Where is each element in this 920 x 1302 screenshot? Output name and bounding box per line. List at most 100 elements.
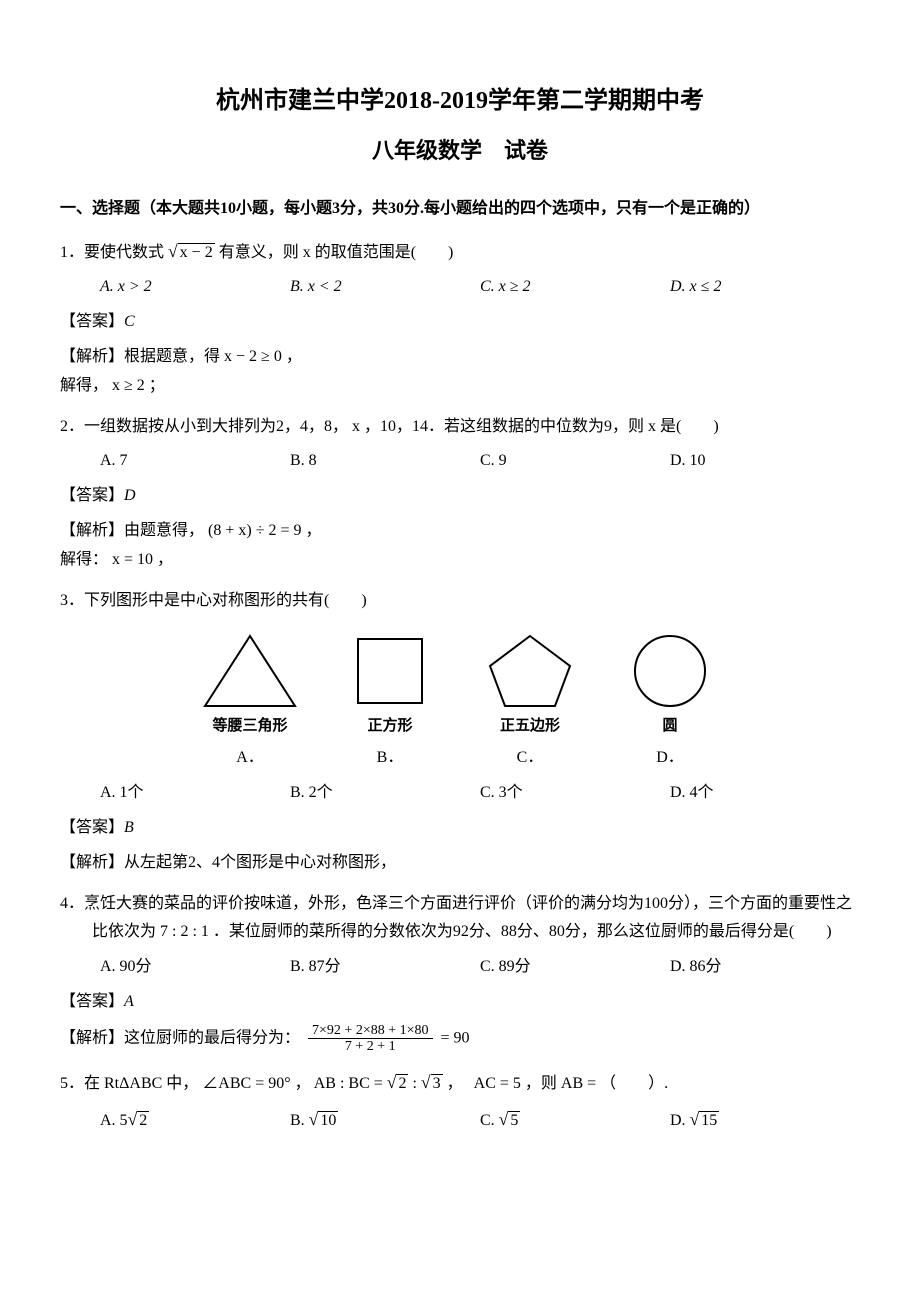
q3-analysis-text: 从左起第2、4个图形是中心对称图形， [124,854,396,871]
q1-analysis1: 根据题意，得 x − 2 ≥ 0 ， [124,348,302,365]
shape-label: 圆 [615,713,725,740]
shape-pentagon: 正五边形 [475,631,585,740]
sqrt-expr: √5 [499,1104,521,1136]
shape-circle: 圆 [615,631,725,740]
analysis-label: 【解析】 [60,522,124,539]
q5-a-pre: A. 5 [100,1112,128,1129]
q5-options: A. 5√2 B. √10 C. √5 D. √15 [100,1104,860,1136]
q4-opt-d: D. 86分 [670,953,860,982]
q5-b-pre: B. [290,1112,309,1129]
q2-options: A. 7 B. 8 C. 9 D. 10 [100,447,860,476]
question-2: 2．一组数据按从小到大排列为2，4，8， x ，10，14．若这组数据的中位数为… [60,413,860,442]
q5-opt-a: A. 5√2 [100,1104,290,1136]
shape-letter-c: C． [475,744,585,773]
shape-label: 正五边形 [475,713,585,740]
shape-label: 等腰三角形 [195,713,305,740]
frac-den: 7 + 2 + 1 [308,1039,432,1054]
shape-triangle: 等腰三角形 [195,631,305,740]
question-4: 4．烹饪大赛的菜品的评价按味道，外形，色泽三个方面进行评价（评价的满分均为100… [60,890,860,948]
q5-opt-d: D. √15 [670,1104,860,1136]
shape-square: 正方形 [335,631,445,740]
q2-opt-d: D. 10 [670,447,860,476]
shape-letter-d: D． [615,744,725,773]
q5-c-pre: C. [480,1112,499,1129]
sqrt-expr: √10 [309,1104,339,1136]
q2-opt-a: A. 7 [100,447,290,476]
q2-answer-val: D [124,487,136,504]
q2-opt-b: B. 8 [290,447,480,476]
pentagon-icon [485,631,575,711]
sqrt-expr: √3 [421,1067,443,1099]
sqrt-expr: √2 [128,1104,150,1136]
q5-rad2: 3 [431,1074,443,1092]
question-1: 1．要使代数式 √x − 2 有意义，则 x 的取值范围是( ) [60,236,860,268]
section-header: 一、选择题（本大题共10小题，每小题3分，共30分.每小题给出的四个选项中，只有… [60,195,860,224]
q1-analysis-line2: 解得， x ≥ 2 ； [60,372,860,401]
q3-opt-b: B. 2个 [290,779,480,808]
q3-opt-d: D. 4个 [670,779,860,808]
q3-answer: 【答案】B [60,814,860,843]
analysis-label: 【解析】 [60,348,124,365]
q2-answer: 【答案】D [60,482,860,511]
q4-answer-val: A [124,993,134,1010]
title-sub: 八年级数学 试卷 [60,131,860,171]
q1-opt-d: D. x ≤ 2 [670,273,860,302]
q4-options: A. 90分 B. 87分 C. 89分 D. 86分 [100,953,860,982]
answer-label: 【答案】 [60,313,124,330]
circle-icon [630,631,710,711]
square-icon [350,631,430,711]
q3-answer-val: B [124,819,134,836]
q2-analysis-line1: 【解析】由题意得， (8 + x) ÷ 2 = 9 ， [60,517,860,546]
answer-label: 【答案】 [60,819,124,836]
q4-analysis: 【解析】这位厨师的最后得分为： 7×92 + 2×88 + 1×80 7 + 2… [60,1023,860,1055]
q1-radicand: x − 2 [178,243,215,261]
q1-opt-a: A. x > 2 [100,273,290,302]
q3-options: A. 1个 B. 2个 C. 3个 D. 4个 [100,779,860,808]
q5-a-rad: 2 [137,1111,149,1129]
q3-opt-c: C. 3个 [480,779,670,808]
analysis-label: 【解析】 [60,1029,124,1046]
triangle-icon [200,631,300,711]
q3-analysis: 【解析】从左起第2、4个图形是中心对称图形， [60,849,860,878]
q3-shapes: 等腰三角形 正方形 正五边形 圆 [60,631,860,740]
q3-shape-letters: A． B． C． D． [60,744,860,773]
q4-stem: 4．烹饪大赛的菜品的评价按味道，外形，色泽三个方面进行评价（评价的满分均为100… [60,890,860,948]
fraction: 7×92 + 2×88 + 1×80 7 + 2 + 1 [308,1023,432,1055]
title-main: 杭州市建兰中学2018-2019学年第二学期期中考 [60,80,860,123]
sqrt-expr: √15 [690,1104,720,1136]
question-3: 3．下列图形中是中心对称图形的共有( ) [60,587,860,616]
q1-stem-post: 有意义，则 x 的取值范围是( ) [219,244,454,261]
shape-label: 正方形 [335,713,445,740]
q1-opt-b: B. x < 2 [290,273,480,302]
q4-opt-a: A. 90分 [100,953,290,982]
q4-opt-c: C. 89分 [480,953,670,982]
q5-rad1: 2 [396,1074,408,1092]
frac-num: 7×92 + 2×88 + 1×80 [308,1023,432,1039]
q3-opt-a: A. 1个 [100,779,290,808]
q1-opt-c: C. x ≥ 2 [480,273,670,302]
q4-opt-b: B. 87分 [290,953,480,982]
q5-opt-b: B. √10 [290,1104,480,1136]
q1-answer: 【答案】C [60,308,860,337]
q5-c-rad: 5 [508,1111,520,1129]
q5-stem-mid: ， AC = 5 ，则 AB = （ ）. [447,1075,669,1092]
q1-options: A. x > 2 B. x < 2 C. x ≥ 2 D. x ≤ 2 [100,273,860,302]
q5-stem-pre: 5．在 RtΔABC 中， ∠ABC = 90° ， AB : BC = [60,1075,387,1092]
shape-letter-b: B． [335,744,445,773]
sqrt-expr: √x − 2 [168,236,215,268]
analysis-label: 【解析】 [60,854,124,871]
q2-analysis1: 由题意得， (8 + x) ÷ 2 = 9 ， [124,522,322,539]
answer-label: 【答案】 [60,487,124,504]
q4-analysis-post: = 90 [441,1029,470,1046]
q5-d-rad: 15 [699,1111,719,1129]
question-5: 5．在 RtΔABC 中， ∠ABC = 90° ， AB : BC = √2 … [60,1067,860,1099]
q4-answer: 【答案】A [60,988,860,1017]
answer-label: 【答案】 [60,993,124,1010]
q1-analysis-line1: 【解析】根据题意，得 x − 2 ≥ 0 ， [60,343,860,372]
q5-colon: : [412,1075,420,1092]
q1-stem-pre: 1．要使代数式 [60,244,164,261]
sqrt-expr: √2 [387,1067,409,1099]
q1-answer-val: C [124,313,135,330]
q5-d-pre: D. [670,1112,690,1129]
q5-opt-c: C. √5 [480,1104,670,1136]
